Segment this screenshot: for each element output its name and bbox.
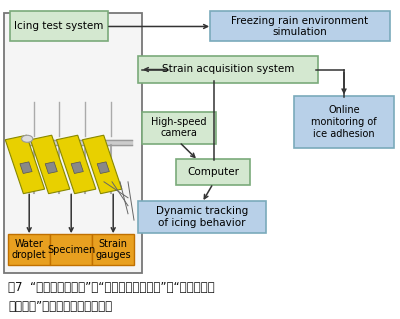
Polygon shape	[15, 125, 40, 179]
FancyBboxPatch shape	[50, 234, 92, 265]
Ellipse shape	[22, 135, 33, 142]
Text: Online
monitoring of
ice adhesion: Online monitoring of ice adhesion	[311, 105, 377, 139]
Polygon shape	[21, 124, 45, 178]
FancyBboxPatch shape	[4, 13, 142, 273]
FancyBboxPatch shape	[142, 112, 216, 144]
Polygon shape	[71, 162, 83, 174]
Polygon shape	[45, 162, 57, 174]
FancyBboxPatch shape	[8, 234, 50, 265]
Text: Computer: Computer	[187, 167, 239, 177]
Text: Dynamic tracking
of icing behavior: Dynamic tracking of icing behavior	[156, 206, 248, 228]
Text: Strain acquisition system: Strain acquisition system	[162, 64, 294, 74]
Polygon shape	[56, 135, 96, 194]
Polygon shape	[51, 117, 76, 171]
Polygon shape	[0, 133, 1, 187]
FancyBboxPatch shape	[138, 201, 266, 233]
Text: High-speed
camera: High-speed camera	[151, 117, 207, 138]
FancyBboxPatch shape	[210, 11, 390, 41]
Text: Specimen: Specimen	[47, 245, 95, 255]
Polygon shape	[40, 120, 65, 174]
Text: Icing test system: Icing test system	[14, 21, 104, 31]
Polygon shape	[10, 126, 34, 180]
Text: Strain
gauges: Strain gauges	[95, 239, 131, 260]
Polygon shape	[26, 123, 50, 177]
FancyBboxPatch shape	[294, 96, 394, 148]
Polygon shape	[20, 162, 32, 174]
Polygon shape	[82, 135, 122, 194]
Text: 图7  “多因素冻雨环境”、“结冰行为动态跟踪”、“覆冰粘附力: 图7 “多因素冻雨环境”、“结冰行为动态跟踪”、“覆冰粘附力	[8, 281, 215, 294]
FancyBboxPatch shape	[176, 159, 250, 185]
Polygon shape	[0, 132, 9, 186]
Polygon shape	[0, 130, 20, 183]
Polygon shape	[30, 135, 70, 194]
Polygon shape	[46, 119, 70, 173]
FancyBboxPatch shape	[92, 234, 134, 265]
Polygon shape	[97, 162, 109, 174]
Text: Water
droplet: Water droplet	[12, 239, 46, 260]
Text: Freezing rain environment
simulation: Freezing rain environment simulation	[232, 16, 368, 37]
FancyBboxPatch shape	[10, 11, 108, 41]
Polygon shape	[0, 130, 15, 184]
Polygon shape	[1, 128, 25, 182]
Polygon shape	[5, 135, 45, 194]
Text: 在线监测”动态在线协同测试方法: 在线监测”动态在线协同测试方法	[8, 300, 112, 313]
Polygon shape	[35, 121, 60, 175]
FancyBboxPatch shape	[138, 56, 318, 83]
